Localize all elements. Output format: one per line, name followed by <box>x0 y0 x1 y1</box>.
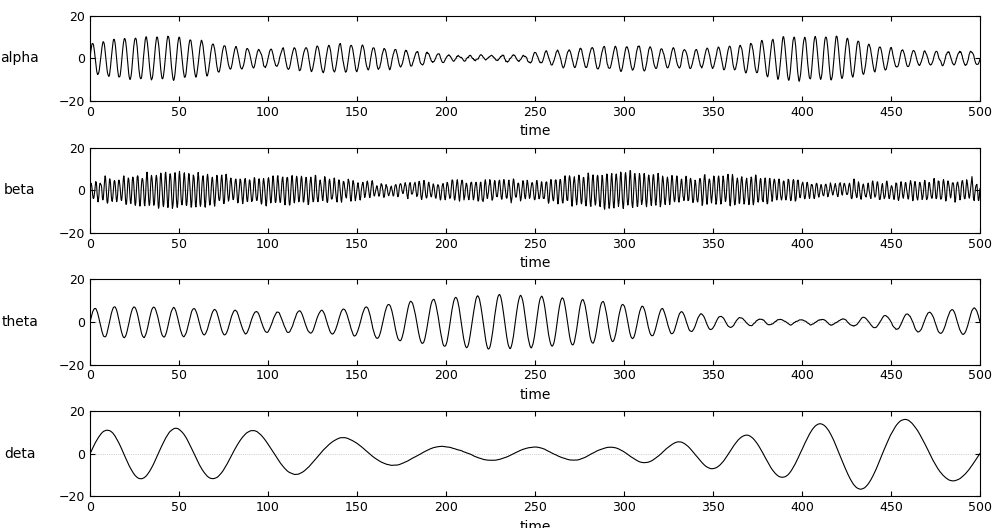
X-axis label: time: time <box>519 520 551 528</box>
Y-axis label: theta: theta <box>1 315 38 329</box>
Y-axis label: beta: beta <box>4 183 36 197</box>
Y-axis label: alpha: alpha <box>0 51 39 65</box>
Y-axis label: deta: deta <box>4 447 36 461</box>
X-axis label: time: time <box>519 388 551 402</box>
X-axis label: time: time <box>519 256 551 270</box>
X-axis label: time: time <box>519 124 551 138</box>
